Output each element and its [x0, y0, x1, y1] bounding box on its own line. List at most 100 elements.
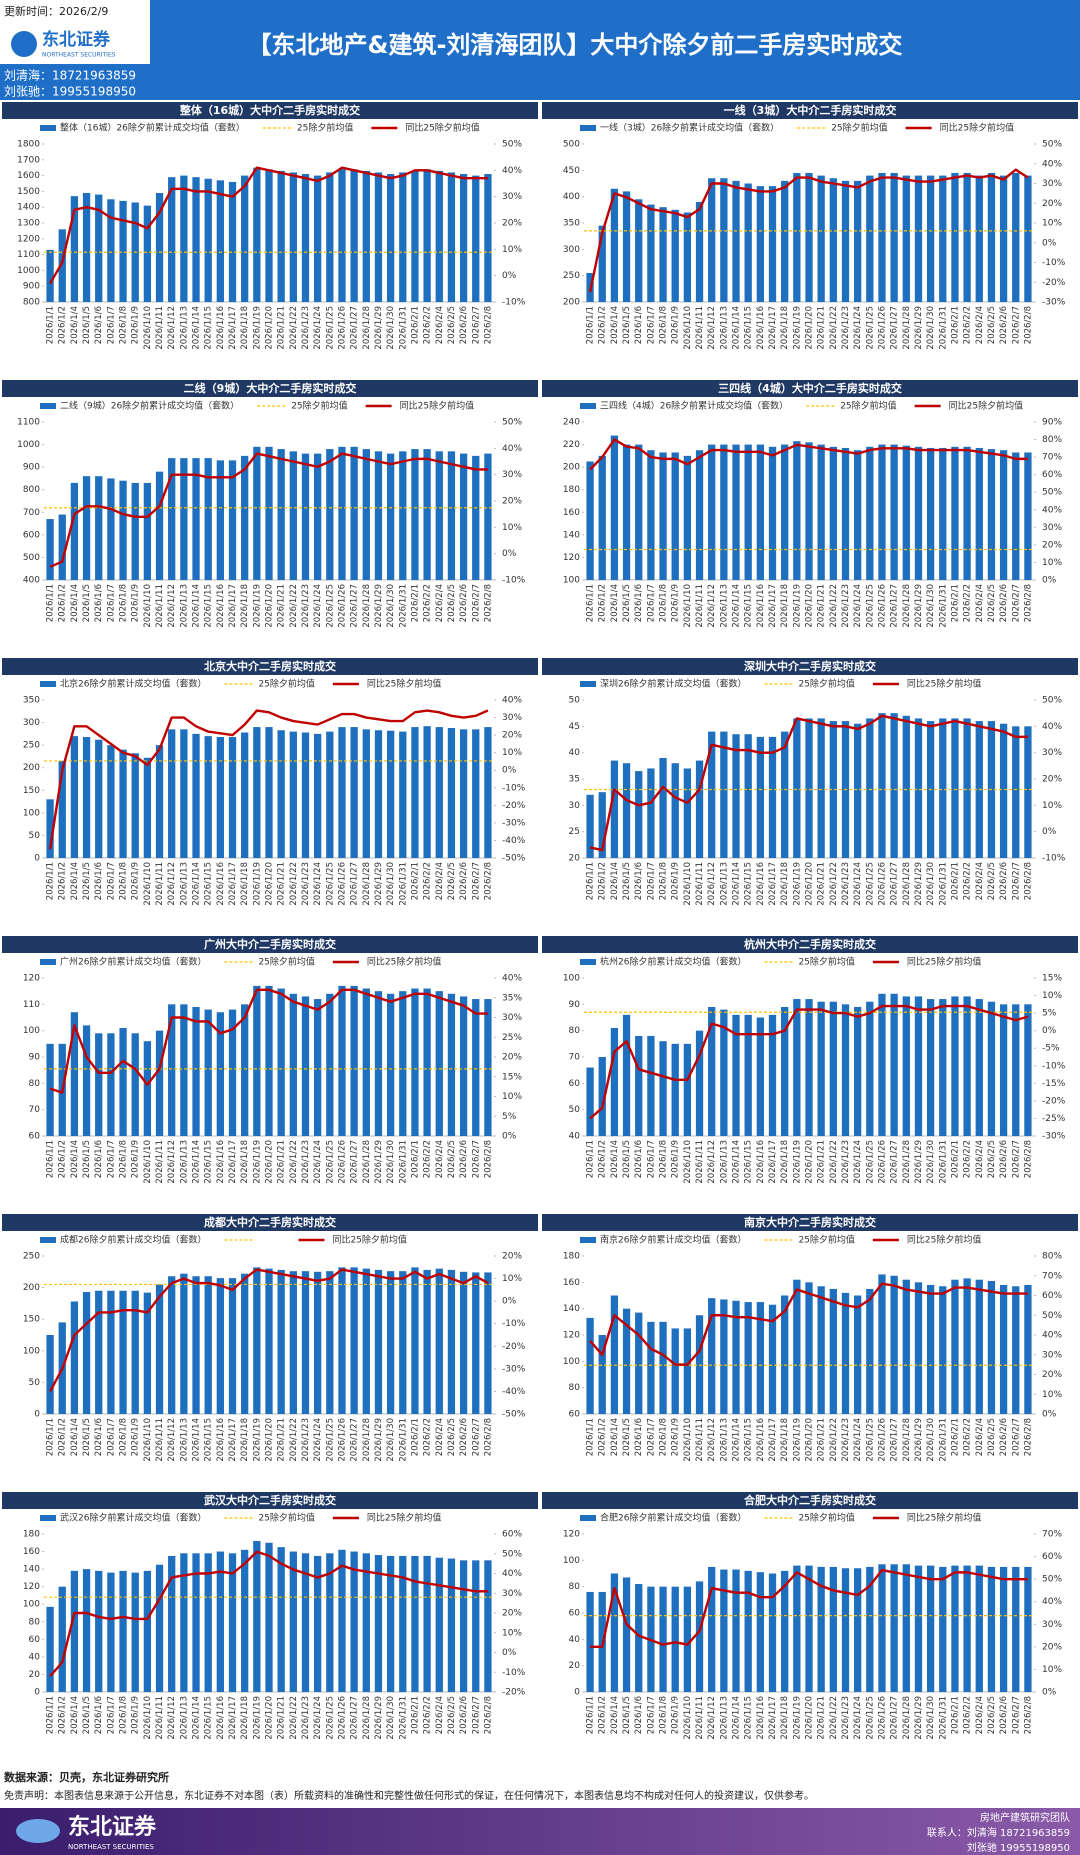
bar: [890, 713, 898, 858]
x-tick-label: 2026/1/26: [877, 584, 887, 628]
x-tick-label: 2026/1/1: [46, 306, 56, 344]
bar: [241, 1273, 249, 1414]
x-tick-label: 2026/2/7: [471, 306, 481, 344]
x-tick-label: 2026/2/6: [999, 1418, 1009, 1456]
bar: [610, 760, 619, 858]
x-tick-label: 2026/2/8: [483, 1696, 493, 1734]
bar: [708, 444, 716, 580]
y-tick-label: 240: [563, 418, 580, 428]
y2-tick-label: 20%: [1042, 199, 1062, 209]
x-tick-label: 2026/1/14: [192, 1696, 202, 1740]
x-tick-label: 2026/2/7: [1011, 1140, 1021, 1178]
x-tick-label: 2026/2/6: [459, 1140, 469, 1178]
y2-tick-label: -30%: [502, 818, 526, 828]
x-tick-label: 2026/1/14: [192, 1140, 202, 1184]
x-tick-label: 2026/1/15: [744, 862, 754, 906]
bar: [720, 178, 728, 302]
contact: 联系人：刘清海 18721963859: [927, 1826, 1070, 1839]
y-tick-label: 20: [569, 1661, 581, 1671]
bar: [459, 729, 468, 858]
x-tick-label: 2026/1/18: [240, 862, 250, 906]
x-tick-label: 2026/1/12: [707, 862, 717, 906]
x-tick-label: 2026/1/22: [829, 1696, 839, 1740]
bar: [926, 175, 935, 302]
bar: [817, 1566, 825, 1692]
x-tick-label: 2026/1/5: [622, 584, 632, 622]
x-tick-label: 2026/2/2: [423, 1696, 433, 1734]
bar: [1012, 452, 1020, 580]
x-tick-label: 2026/1/13: [719, 584, 729, 628]
x-tick-label: 2026/1/28: [902, 862, 912, 906]
bar: [854, 1568, 862, 1692]
legend-swatch: [580, 125, 596, 131]
x-tick-label: 2026/1/17: [228, 306, 238, 350]
x-tick-label: 2026/1/10: [683, 306, 693, 350]
x-tick-label: 2026/2/8: [483, 1418, 493, 1456]
y-tick-label: 110: [23, 1000, 40, 1010]
bar: [671, 1586, 679, 1692]
bar: [841, 1292, 850, 1414]
bar: [107, 1572, 115, 1692]
x-tick-label: 2026/1/1: [46, 1696, 56, 1734]
x-tick-label: 2026/1/15: [744, 306, 754, 350]
x-tick-label: 2026/1/11: [155, 862, 165, 906]
x-tick-label: 2026/2/6: [459, 1418, 469, 1456]
y2-tick-label: 15%: [502, 1072, 522, 1082]
y2-tick-label: 30%: [502, 470, 522, 480]
bar: [277, 988, 285, 1136]
x-tick-label: 2026/1/4: [70, 306, 80, 344]
bar: [756, 444, 764, 580]
x-tick-label: 2026/1/4: [70, 1696, 80, 1734]
bar: [659, 207, 667, 302]
y-tick-label: 60: [569, 1609, 581, 1619]
y-tick-label: 800: [23, 485, 40, 495]
x-tick-label: 2026/1/19: [252, 1140, 262, 1184]
bar: [338, 1267, 346, 1414]
bar: [829, 446, 837, 580]
x-tick-label: 2026/1/5: [82, 1418, 92, 1456]
bar: [216, 180, 224, 302]
x-tick-label: 2026/1/7: [106, 1140, 116, 1178]
x-tick-label: 2026/1/18: [240, 1696, 250, 1740]
contact: 刘张驰 19955198950: [967, 1841, 1070, 1854]
bar: [793, 999, 801, 1136]
bar: [939, 175, 947, 302]
bar: [326, 1553, 334, 1692]
x-tick-label: 2026/2/8: [1023, 1418, 1033, 1456]
y-tick-label: 20: [29, 1670, 41, 1680]
x-tick-label: 2026/2/6: [459, 1696, 469, 1734]
bar: [386, 174, 395, 302]
bar: [1024, 1566, 1032, 1692]
x-tick-label: 2026/2/6: [999, 584, 1009, 622]
bar: [277, 1269, 285, 1414]
x-tick-label: 2026/2/6: [459, 306, 469, 344]
x-tick-label: 2026/1/30: [926, 584, 936, 628]
bar: [472, 455, 480, 580]
x-tick-label: 2026/1/25: [865, 1418, 875, 1462]
x-tick-label: 2026/2/2: [423, 1418, 433, 1456]
y-tick-label: 70: [29, 1105, 41, 1115]
x-tick-label: 2026/1/20: [265, 1418, 275, 1462]
bar: [119, 749, 127, 858]
x-tick-label: 2026/1/20: [805, 1418, 815, 1462]
y-tick-label: 120: [563, 553, 580, 563]
bar: [951, 172, 959, 302]
y-tick-label: 160: [23, 1547, 40, 1557]
yoy-line: [589, 714, 1028, 852]
x-tick-label: 2026/1/24: [313, 1418, 323, 1462]
bar: [695, 760, 704, 858]
bar: [253, 985, 261, 1136]
y-tick-label: 400: [23, 576, 40, 586]
x-tick-label: 2026/1/28: [902, 584, 912, 628]
bar: [902, 715, 910, 858]
x-tick-label: 2026/1/2: [58, 1696, 68, 1734]
y2-tick-label: 50%: [1042, 140, 1062, 150]
y-tick-label: 180: [23, 1530, 40, 1540]
bar: [338, 169, 346, 302]
legend-label: 25除夕前均值: [831, 122, 887, 134]
bar: [58, 1586, 66, 1692]
x-tick-label: 2026/1/26: [337, 1140, 347, 1184]
yoy-line: [589, 438, 1028, 471]
yoy-line: [49, 166, 488, 285]
bar: [793, 718, 801, 858]
